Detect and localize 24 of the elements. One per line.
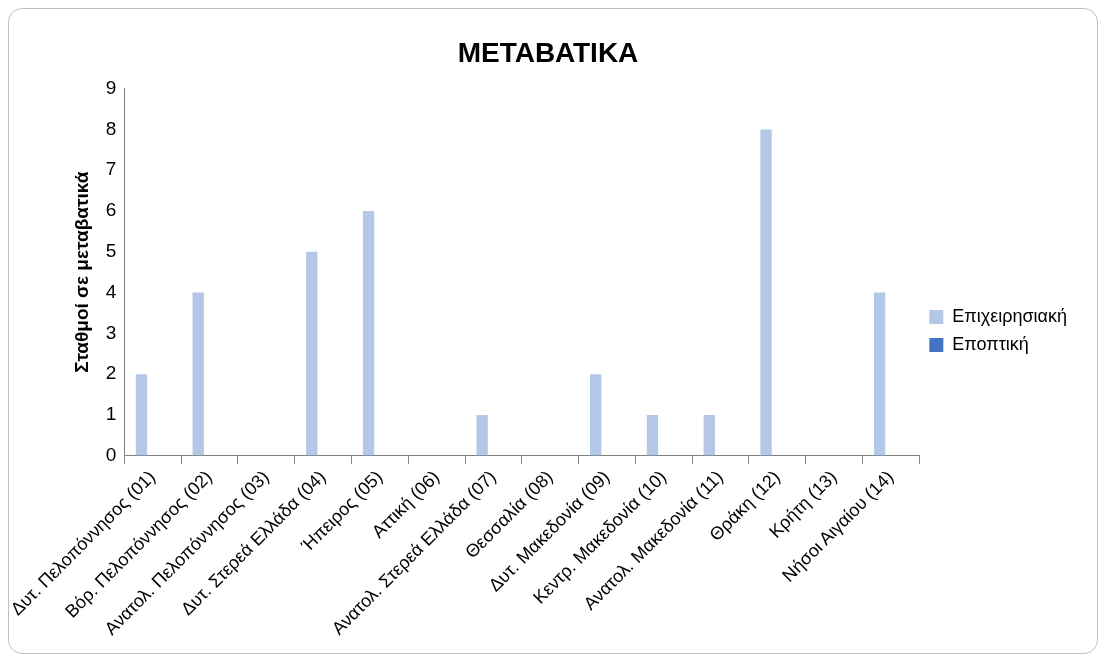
bar xyxy=(873,292,886,456)
bar xyxy=(590,374,602,456)
legend-label: Επιχειρησιακή xyxy=(952,305,1067,326)
y-tick-label: 4 xyxy=(105,280,117,302)
y-tick-label: 3 xyxy=(105,321,117,343)
y-tick-label: 0 xyxy=(105,444,117,466)
legend-label: Εποπτική xyxy=(952,333,1029,354)
bar xyxy=(476,414,488,456)
bar xyxy=(192,292,204,456)
bar xyxy=(362,210,375,456)
bar xyxy=(646,414,659,456)
y-tick-label: 9 xyxy=(105,76,117,98)
y-tick-label: 1 xyxy=(105,403,117,425)
y-tick-label: 7 xyxy=(105,158,117,180)
y-tick-label: 8 xyxy=(105,117,117,139)
bar xyxy=(306,251,318,456)
y-tick-label: 2 xyxy=(105,362,117,384)
y-axis-title: Σταθμοί σε μεταβατικά xyxy=(70,171,92,373)
bar xyxy=(760,129,772,456)
y-tick-label: 6 xyxy=(105,199,117,221)
y-tick-label: 5 xyxy=(105,240,117,262)
bar xyxy=(135,374,148,456)
bar xyxy=(703,414,715,456)
chart-title: ΜΕΤΑΒΑΤΙΚΑ xyxy=(457,36,639,68)
